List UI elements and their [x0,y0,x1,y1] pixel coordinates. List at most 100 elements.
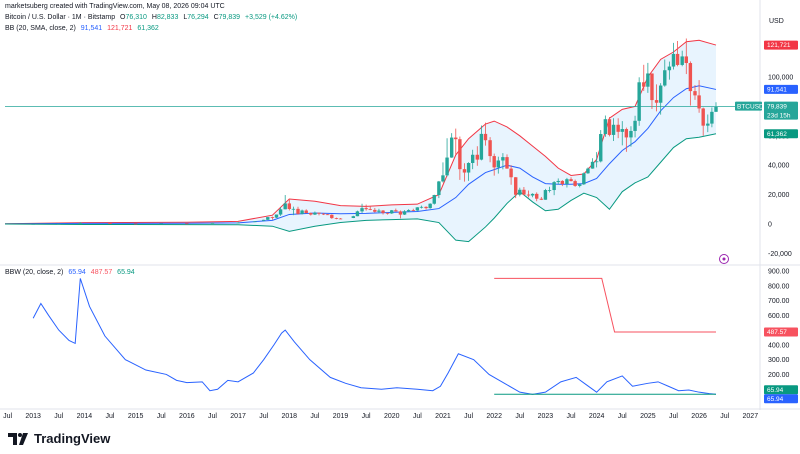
candle-body [697,95,701,109]
candle-body [479,133,484,160]
candle-body [449,137,454,158]
candle-body [415,207,420,211]
tradingview-logo[interactable]: TradingView [8,431,110,446]
candle-body [706,123,710,126]
candle-body [394,210,398,212]
symbol-line: Bitcoin / U.S. Dollar · 1M · Bitstamp O7… [5,14,300,21]
candle-body [552,182,556,191]
candle-body [496,160,500,168]
ohlc-high-label: H [151,14,157,21]
bbw-tick: 400.00 [768,342,790,349]
bbw-tick: 200.00 [768,372,790,379]
ohlc-close: 79,839 [218,14,241,21]
time-tick: 2015 [128,413,144,420]
price-tick: 20,000 [768,192,790,199]
candle-body [424,206,428,209]
time-tick: 2020 [384,413,400,420]
candle-body [569,179,573,182]
candle-body [594,161,599,163]
bb-legend[interactable]: BB (20, SMA, close, 2) 91,541 121,721 61… [5,25,162,32]
bbw-tick: 800.00 [768,283,790,290]
candle-body [526,194,531,196]
candle-body [377,210,381,212]
candle-body [291,208,296,210]
candle-body [373,209,377,212]
candle-body [701,108,705,126]
candle-body [351,216,356,218]
candle-body [642,82,646,87]
candle-body [437,181,441,196]
bbw-tick: 900.00 [768,269,790,276]
candle-body [646,73,650,87]
alert-icon [719,254,729,264]
time-tick: 2014 [77,413,93,420]
bb-legend-lower: 61,362 [137,25,159,32]
candle-body [710,111,714,124]
time-tick: 2019 [333,413,349,420]
bbw-legend-v2: 487.57 [90,269,113,276]
candle-body [505,157,509,169]
candle-body [406,210,411,212]
candle-body [547,190,552,191]
candle-body [629,130,633,138]
candle-body [667,66,672,71]
alert-icon-dot [722,257,726,261]
candle-body [462,169,467,173]
candle-body [287,203,291,210]
time-tick: 2013 [25,413,41,420]
candle-body [236,222,240,224]
candle-body [360,208,364,212]
time-tick: 2023 [538,413,554,420]
label-bb-mid-text: 91,541 [767,86,787,93]
label-bbw-a-box [764,385,798,395]
tradingview-logo-icon [8,432,28,445]
candle-body [654,100,659,103]
ohlc-high: 82,833 [156,14,179,21]
candle-body [466,162,471,173]
candle-body [565,179,569,185]
candle-body [266,217,270,220]
brand-name: TradingView [34,431,111,446]
candle-body [274,214,279,218]
label-bb-lower-box [764,129,798,139]
symbol-title: Bitcoin / U.S. Dollar · 1M · Bitstamp [5,14,116,21]
candle-body [560,180,565,185]
candle-body [693,91,697,96]
time-tick: Jul [310,413,319,420]
candle-body [501,157,505,161]
candle-body [31,223,35,225]
label-bbw-b-text: 65.94 [767,396,784,403]
candle-body [253,221,257,223]
candle-body [309,212,313,215]
time-tick: 2022 [486,413,502,420]
candle-body [543,190,548,200]
bbw-legend[interactable]: BBW (20, close, 2) 65.94 487.57 65.94 [5,269,138,276]
candle-body [57,223,61,225]
time-tick: Jul [259,413,268,420]
candle-body [675,53,680,65]
bbw-line [32,278,717,395]
candle-body [270,217,275,218]
label-bb-mid-box [764,84,798,94]
ohlc-low-label: L [183,14,188,21]
bb-band-fill [5,40,716,242]
candle-body [680,56,684,65]
candle-body [650,73,654,101]
candle-body [428,203,432,209]
bb-lower-line [4,133,717,243]
candle-body [603,119,608,135]
candle-body [714,106,718,112]
candle-body [185,223,189,225]
time-tick: Jul [54,413,63,420]
candle-body [454,137,458,140]
time-tick: 2018 [282,413,298,420]
bbw-legend-v1: 65.94 [68,269,86,276]
bb-legend-mid: 91,541 [80,25,103,32]
candle-body [475,154,479,160]
bb-legend-upper: 121,721 [107,25,133,32]
candle-body [368,209,372,210]
candle-body [522,189,526,195]
price-tick: -20,000 [768,251,792,258]
label-bbw-hi-box [764,327,798,337]
